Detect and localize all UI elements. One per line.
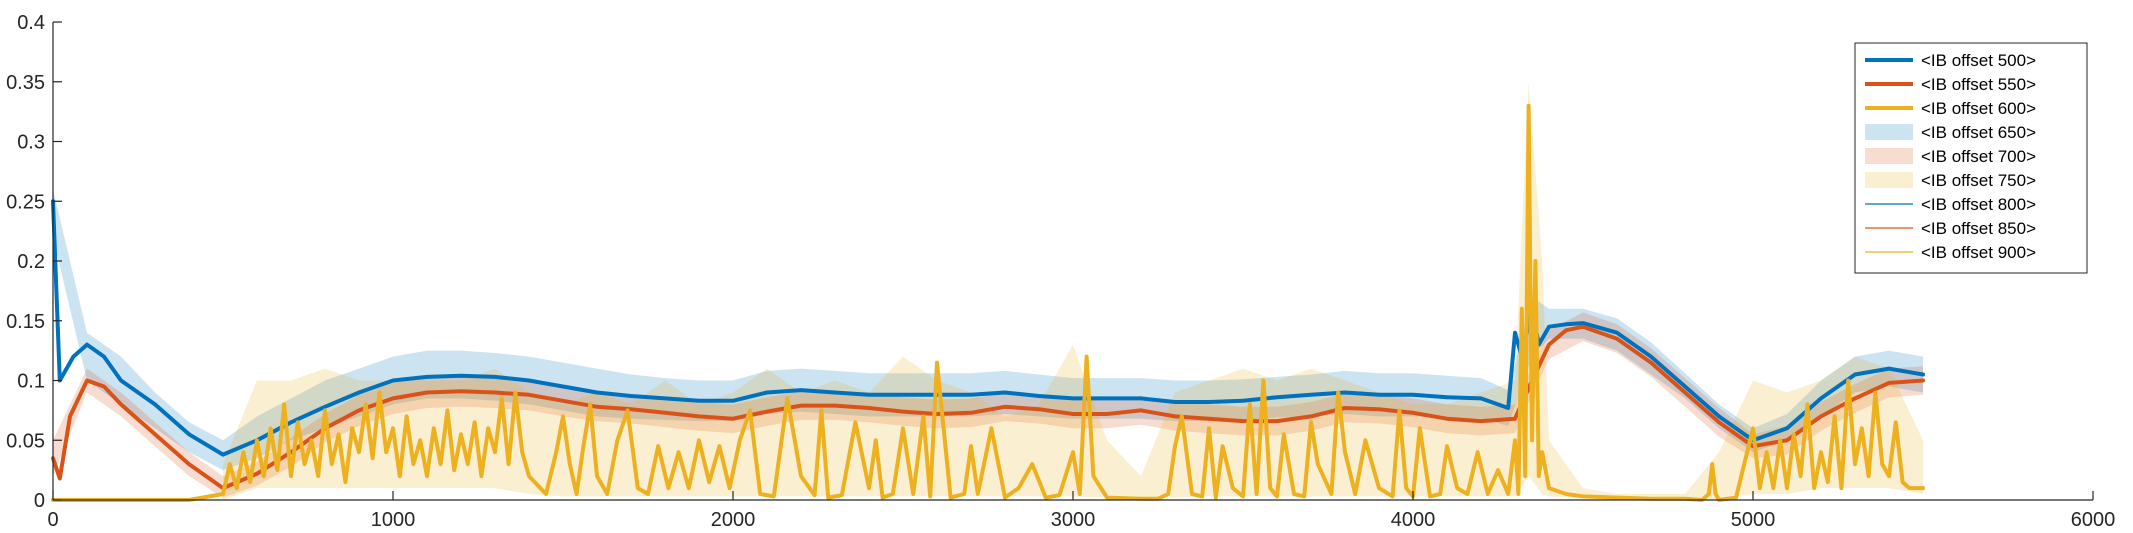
- legend-label: <IB offset 800>: [1921, 195, 2036, 214]
- x-tick-label: 6000: [2071, 509, 2116, 531]
- y-tick-label: 0.05: [6, 430, 45, 452]
- band-ib-offset-650: [53, 189, 1923, 471]
- legend-label: <IB offset 500>: [1921, 51, 2036, 70]
- legend-label: <IB offset 750>: [1921, 171, 2036, 190]
- legend-item[interactable]: <IB offset 850>: [1865, 219, 2036, 238]
- legend-item[interactable]: <IB offset 500>: [1865, 51, 2036, 70]
- y-tick-label: 0.2: [17, 251, 45, 273]
- legend-label: <IB offset 700>: [1921, 147, 2036, 166]
- series-line-ib-offset-600: [51, 103, 1925, 502]
- legend-item[interactable]: <IB offset 600>: [1865, 99, 2036, 118]
- y-tick-label: 0.15: [6, 311, 45, 333]
- y-tick-label: 0.3: [17, 132, 45, 154]
- legend-item[interactable]: <IB offset 800>: [1865, 195, 2036, 214]
- legend-label: <IB offset 850>: [1921, 219, 2036, 238]
- legend-item[interactable]: <IB offset 900>: [1865, 243, 2036, 262]
- legend[interactable]: <IB offset 500> <IB offset 550> <IB offset…: [1854, 42, 2088, 274]
- y-tick-label: 0.35: [6, 72, 45, 94]
- y-axis-ticks: 0 0.05 0.1 0.15 0.2 0.25 0.3 0.35 0.4: [6, 12, 62, 512]
- y-tick-label: 0.1: [17, 371, 45, 393]
- band-ib-offset-700: [53, 312, 1923, 498]
- x-tick-label: 4000: [1391, 509, 1436, 531]
- series-line-ib-offset-500: [51, 199, 1925, 457]
- legend-label: <IB offset 650>: [1921, 123, 2036, 142]
- series-lines: [51, 103, 1925, 502]
- legend-item[interactable]: <IB offset 650>: [1865, 123, 2036, 142]
- legend-box: [1854, 42, 2088, 274]
- y-tick-label: 0: [34, 490, 45, 512]
- x-tick-label: 1000: [371, 509, 416, 531]
- legend-swatch: [1865, 148, 1913, 164]
- legend-label: <IB offset 600>: [1921, 99, 2036, 118]
- legend-swatch: [1865, 124, 1913, 140]
- series-line-ib-offset-550: [51, 324, 1925, 491]
- legend-label: <IB offset 550>: [1921, 75, 2036, 94]
- x-tick-label: 3000: [1051, 509, 1096, 531]
- legend-item[interactable]: <IB offset 750>: [1865, 171, 2036, 190]
- x-tick-label: 5000: [1731, 509, 1776, 531]
- legend-item[interactable]: <IB offset 700>: [1865, 147, 2036, 166]
- x-axis-ticks: 0 1000 2000 3000 4000 5000 6000: [47, 491, 2115, 531]
- legend-swatch: [1865, 172, 1913, 188]
- x-tick-label: 0: [47, 509, 58, 531]
- legend-items: <IB offset 500> <IB offset 550> <IB offset…: [1865, 51, 2036, 262]
- y-tick-label: 0.25: [6, 191, 45, 213]
- y-tick-label: 0.4: [17, 12, 45, 34]
- legend-label: <IB offset 900>: [1921, 243, 2036, 262]
- x-tick-label: 2000: [711, 509, 756, 531]
- legend-item[interactable]: <IB offset 550>: [1865, 75, 2036, 94]
